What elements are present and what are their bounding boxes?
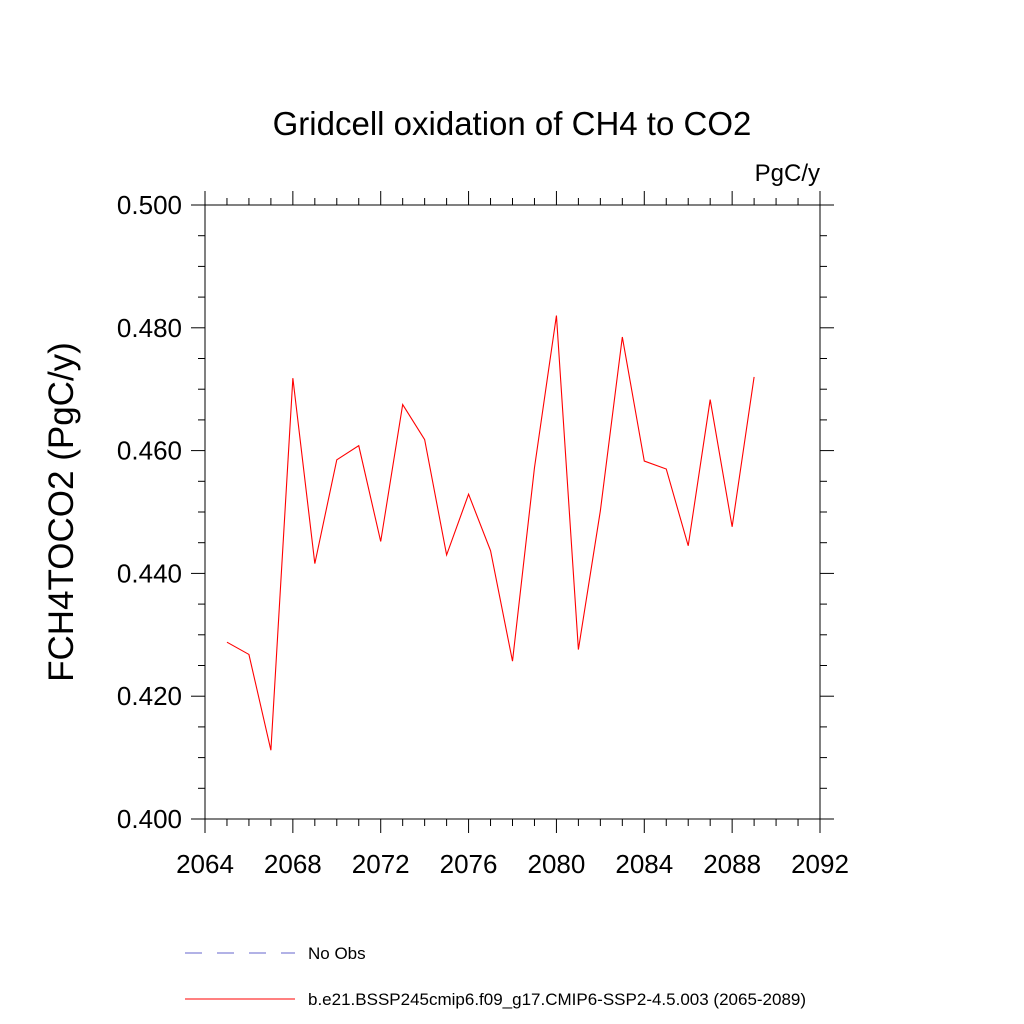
legend: No Obs b.e21.BSSP245cmip6.f09_g17.CMIP6-S…	[185, 944, 806, 1009]
y-axis-label: FCH4TOCO2 (PgC/y)	[42, 342, 81, 682]
y-tick-label: 0.440	[117, 558, 182, 588]
y-tick-label: 0.460	[117, 436, 182, 466]
x-tick-label: 2076	[440, 849, 498, 879]
x-tick-label: 2068	[264, 849, 322, 879]
chart-title: Gridcell oxidation of CH4 to CO2	[273, 105, 752, 142]
plot-frame	[204, 204, 821, 820]
y-tick-label: 0.480	[117, 313, 182, 343]
x-tick-label: 2064	[176, 849, 234, 879]
axis-ticks: 2064 2068 2072 2076 2080 2084 2088 2092 0.400 0.4…	[117, 190, 849, 879]
legend-label: b.e21.BSSP245cmip6.f09_g17.CMIP6-SSP2-4.…	[308, 990, 806, 1009]
x-tick-label: 2084	[615, 849, 673, 879]
x-tick-label: 2080	[528, 849, 586, 879]
units-label: PgC/y	[755, 160, 820, 187]
x-tick-label: 2092	[791, 849, 849, 879]
y-tick-label: 0.400	[117, 804, 182, 834]
x-tick-label: 2088	[703, 849, 761, 879]
y-tick-label: 0.500	[117, 190, 182, 220]
legend-label: No Obs	[308, 944, 366, 963]
y-tick-label: 0.420	[117, 681, 182, 711]
series-layer	[226, 315, 755, 751]
series-line	[226, 315, 755, 751]
x-tick-label: 2072	[352, 849, 410, 879]
